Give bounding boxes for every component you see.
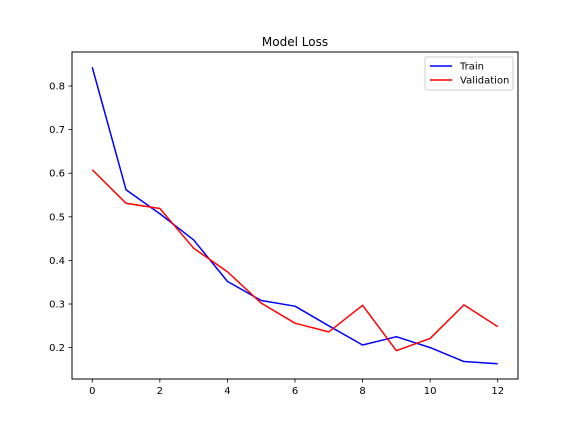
y-tick-label-0.8: 0.8 (49, 82, 65, 93)
x-tick-label-6: 6 (292, 386, 298, 397)
legend-label-validation: Validation (460, 76, 509, 87)
plot-frame (71, 51, 519, 380)
series-lines (91, 67, 499, 365)
y-tick-label-0.2: 0.2 (49, 343, 65, 354)
chart-title: Model Loss (262, 35, 328, 49)
y-tick-label-0.5: 0.5 (49, 212, 65, 223)
y-tick-label-0.4: 0.4 (49, 256, 65, 267)
x-axis: 0 2 4 6 8 10 12 (89, 379, 504, 397)
x-tick-label-0: 0 (89, 386, 95, 397)
series-line-validation (91, 169, 499, 352)
y-tick-label-0.6: 0.6 (49, 169, 65, 180)
x-tick-label-12: 12 (491, 386, 504, 397)
x-tick-label-8: 8 (359, 386, 365, 397)
y-axis: 0.2 0.3 0.4 0.5 0.6 0.7 0.8 (49, 82, 72, 354)
y-tick-label-0.3: 0.3 (49, 300, 65, 311)
x-tick-label-10: 10 (424, 386, 437, 397)
x-tick-label-4: 4 (224, 386, 230, 397)
series-line-train (91, 67, 498, 365)
legend-label-train: Train (459, 62, 484, 73)
x-tick-label-2: 2 (157, 386, 163, 397)
y-tick-label-0.7: 0.7 (49, 125, 65, 136)
legend: Train Validation (424, 56, 514, 91)
